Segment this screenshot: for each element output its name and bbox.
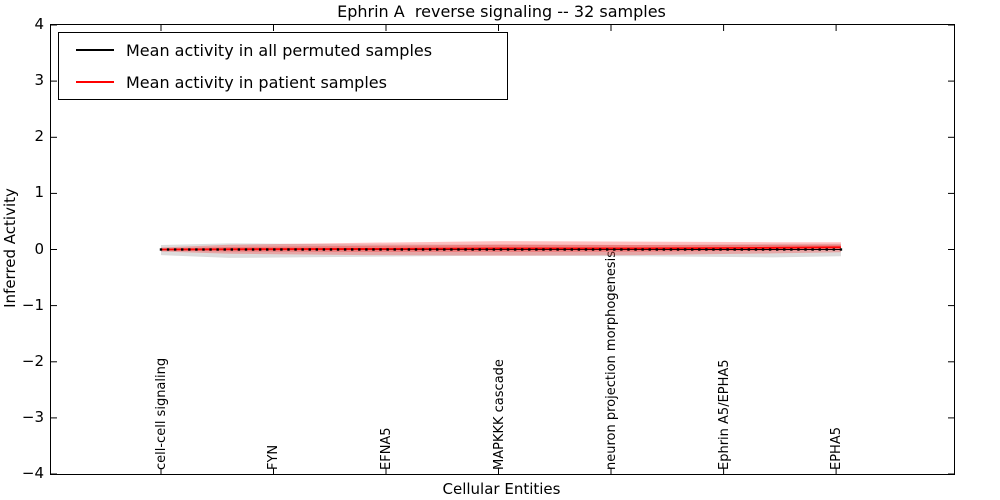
legend-permuted-line-icon [76, 49, 114, 51]
legend-item-permuted: Mean activity in all permuted samples [59, 35, 507, 65]
legend-patient-line-icon [76, 81, 114, 83]
y-tick-label: 4 [34, 15, 44, 33]
legend: Mean activity in all permuted samples Me… [58, 32, 508, 100]
y-tick-label: 3 [34, 71, 44, 90]
permuted-series-markers [159, 248, 843, 251]
y-tick-label: −4 [21, 464, 44, 482]
y-tick-label: 2 [34, 127, 44, 146]
legend-patient-label: Mean activity in patient samples [126, 72, 387, 92]
axis-tick-marks [51, 25, 954, 474]
y-axis-label: Inferred Activity [1, 188, 19, 308]
chart-title: Ephrin A reverse signaling -- 32 samples [337, 2, 666, 21]
x-axis-label: Cellular Entities [442, 480, 561, 498]
y-tick-label: −3 [21, 407, 44, 426]
chart-canvas [51, 25, 954, 474]
y-tick-label: −2 [21, 351, 44, 370]
legend-permuted-label: Mean activity in all permuted samples [126, 40, 433, 60]
legend-item-patient: Mean activity in patient samples [59, 67, 507, 97]
